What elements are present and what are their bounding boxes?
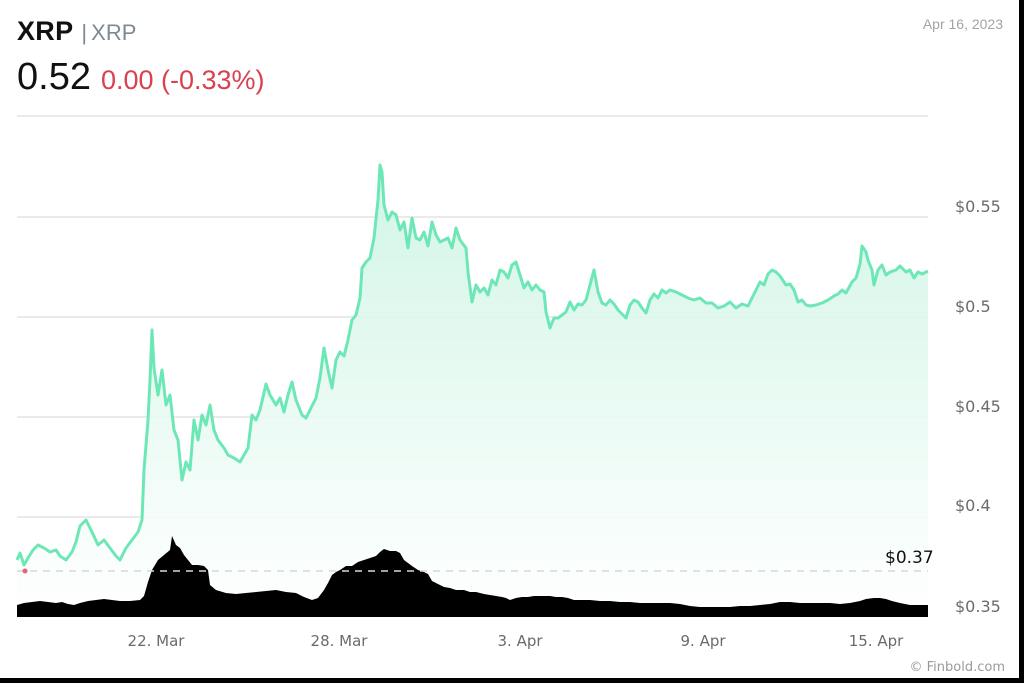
y-tick-label: $0.45 (955, 397, 1001, 416)
copyright-credit: © Finbold.com (909, 660, 1005, 675)
asset-symbol: XRP (17, 16, 74, 46)
volume-bars (17, 536, 928, 617)
current-price: 0.52 (17, 56, 91, 98)
title-separator: | (81, 20, 88, 45)
x-tick-label: 9. Apr (680, 632, 726, 650)
y-tick-label: $0.5 (955, 297, 991, 316)
price-line (15, 163, 929, 567)
chart-date: Apr 16, 2023 (922, 16, 1003, 32)
x-tick-label: 22. Mar (127, 632, 185, 650)
price-area (17, 165, 928, 617)
price-change: 0.00 (-0.33%) (100, 65, 265, 95)
asset-name: XRP (91, 20, 137, 45)
y-tick-label: $0.4 (955, 496, 991, 515)
x-tick-label: 28. Mar (310, 632, 368, 650)
title-row: XRP | XRP (17, 16, 136, 52)
y-tick-label: $0.35 (955, 597, 1001, 616)
x-tick-label: 15. Apr (848, 632, 904, 650)
y-tick-label: $0.55 (955, 197, 1001, 216)
reference-label: $0.37 (885, 548, 934, 568)
price-row: 0.52 0.00 (-0.33%) (17, 56, 265, 99)
x-tick-label: 3. Apr (497, 632, 543, 650)
low-marker (22, 568, 28, 574)
